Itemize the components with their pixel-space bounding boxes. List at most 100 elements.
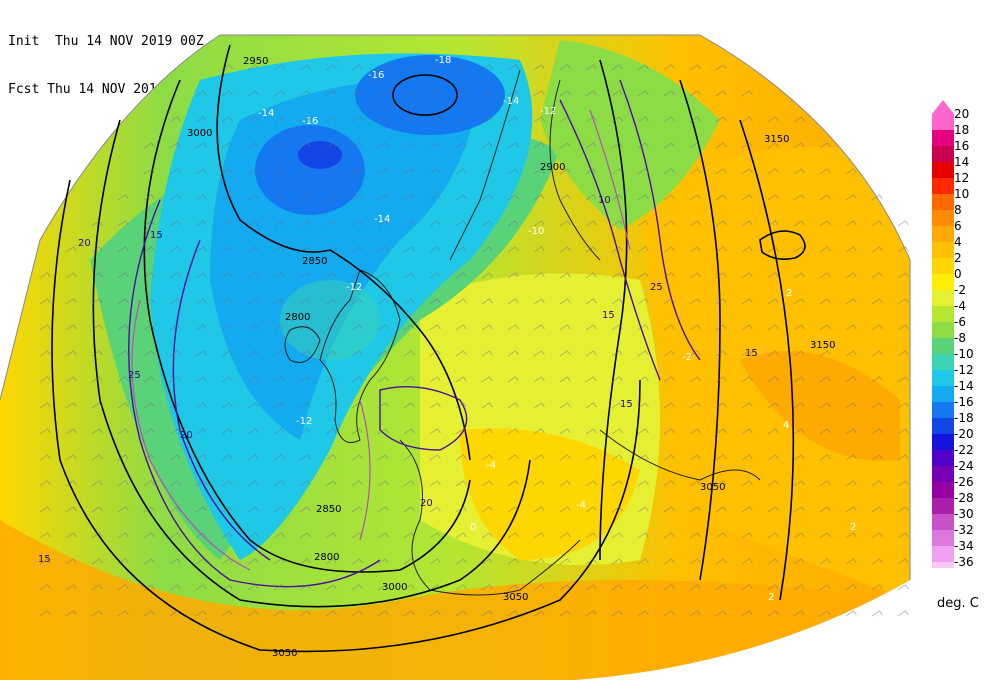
- wind-barb: [455, 428, 467, 435]
- colorbar-label: -30: [954, 507, 974, 521]
- wind-barb: [767, 168, 779, 175]
- wind-barb: [39, 324, 51, 331]
- wind-barb: [403, 168, 415, 175]
- wind-barb: [715, 324, 727, 331]
- wind-barb: [351, 480, 363, 487]
- wind-barb: [377, 428, 389, 435]
- wind-barb: [897, 272, 909, 279]
- wind-barb: [871, 376, 883, 383]
- wind-barb: [585, 64, 597, 71]
- wind-barb: [65, 298, 77, 305]
- wind-barb: [819, 272, 831, 279]
- wind-barb: [533, 194, 545, 201]
- wind-barb: [429, 272, 441, 279]
- wind-barb: [715, 220, 727, 227]
- wind-barb: [39, 428, 51, 435]
- wind-barb: [429, 168, 441, 175]
- temperature-labels: -16 -18 -14 -12 -14 -10 -12 -16 -14 -12 …: [258, 55, 856, 603]
- wind-barb: [689, 64, 701, 71]
- wind-barb: [221, 90, 233, 97]
- wind-barb: [195, 350, 207, 357]
- wind-barb: [507, 402, 519, 409]
- wind-barb: [533, 350, 545, 357]
- wind-barb: [169, 454, 181, 461]
- wind-barb: [637, 558, 649, 565]
- wind-barb: [221, 298, 233, 305]
- wind-barb: [897, 246, 909, 253]
- wind-barb: [715, 64, 727, 71]
- wind-barb: [767, 610, 779, 617]
- colorbar-swatch: [932, 258, 954, 274]
- wind-barb: [429, 454, 441, 461]
- colorbar: [932, 100, 954, 568]
- wind-barb: [559, 324, 571, 331]
- wind-barb: [455, 402, 467, 409]
- colorbar-swatch: [932, 402, 954, 418]
- wind-barb: [143, 610, 155, 617]
- wind-barb: [689, 428, 701, 435]
- wind-barb: [117, 610, 129, 617]
- wind-barb: [741, 506, 753, 513]
- wind-barb: [273, 584, 285, 591]
- wind-barb: [507, 454, 519, 461]
- wind-barb: [715, 90, 727, 97]
- wind-barb: [481, 220, 493, 227]
- wind-barb: [169, 168, 181, 175]
- unit-label: deg. C: [937, 596, 979, 611]
- wind-barb: [741, 350, 753, 357]
- wind-barb: [39, 376, 51, 383]
- wind-barb: [533, 142, 545, 149]
- wind-barb: [663, 90, 675, 97]
- wind-barb: [455, 350, 467, 357]
- colorbar-label: 4: [954, 235, 962, 249]
- wind-barb: [559, 220, 571, 227]
- wind-barb: [143, 298, 155, 305]
- wind-barb: [715, 376, 727, 383]
- wind-barb: [819, 142, 831, 149]
- wind-barb: [65, 480, 77, 487]
- wind-barb: [221, 506, 233, 513]
- colorbar-swatch: [932, 290, 954, 306]
- wind-barb: [611, 558, 623, 565]
- wind-barb: [871, 584, 883, 591]
- wind-barb: [169, 220, 181, 227]
- wind-barb: [481, 168, 493, 175]
- temp-label: -18: [435, 55, 451, 66]
- wind-barb: [741, 194, 753, 201]
- colorbar-swatch: [932, 514, 954, 530]
- wind-barb: [819, 428, 831, 435]
- wind-barb: [325, 558, 337, 565]
- wind-barb: [611, 402, 623, 409]
- wind-barb: [663, 220, 675, 227]
- wind-barb: [299, 246, 311, 253]
- wind-barb: [507, 376, 519, 383]
- wind-barb: [481, 532, 493, 539]
- wind-barb: [169, 376, 181, 383]
- wind-barb: [39, 402, 51, 409]
- colorbar-label: -6: [954, 315, 966, 329]
- colorbar-label: -34: [954, 539, 974, 553]
- temp-label: -12: [346, 282, 362, 293]
- height-label: 3050: [503, 592, 528, 603]
- wind-barb: [91, 610, 103, 617]
- wind-barb: [793, 584, 805, 591]
- temp-label: -16: [302, 116, 318, 127]
- wind-barb: [195, 90, 207, 97]
- wind-barb: [845, 532, 857, 539]
- wind-barb: [65, 350, 77, 357]
- wind-barb: [793, 610, 805, 617]
- wind-barb: [793, 532, 805, 539]
- height-label: 3150: [810, 340, 835, 351]
- wind-barb: [793, 116, 805, 123]
- wind-barb: [117, 272, 129, 279]
- wind-barb: [247, 168, 259, 175]
- wind-barb: [143, 142, 155, 149]
- wind-barb: [793, 220, 805, 227]
- wind-barb: [559, 90, 571, 97]
- wind-barb: [793, 428, 805, 435]
- wind-barb: [871, 558, 883, 565]
- wind-barb: [143, 428, 155, 435]
- wind-barb: [65, 610, 77, 617]
- wind-barb: [559, 298, 571, 305]
- colorbar-label: -10: [954, 347, 974, 361]
